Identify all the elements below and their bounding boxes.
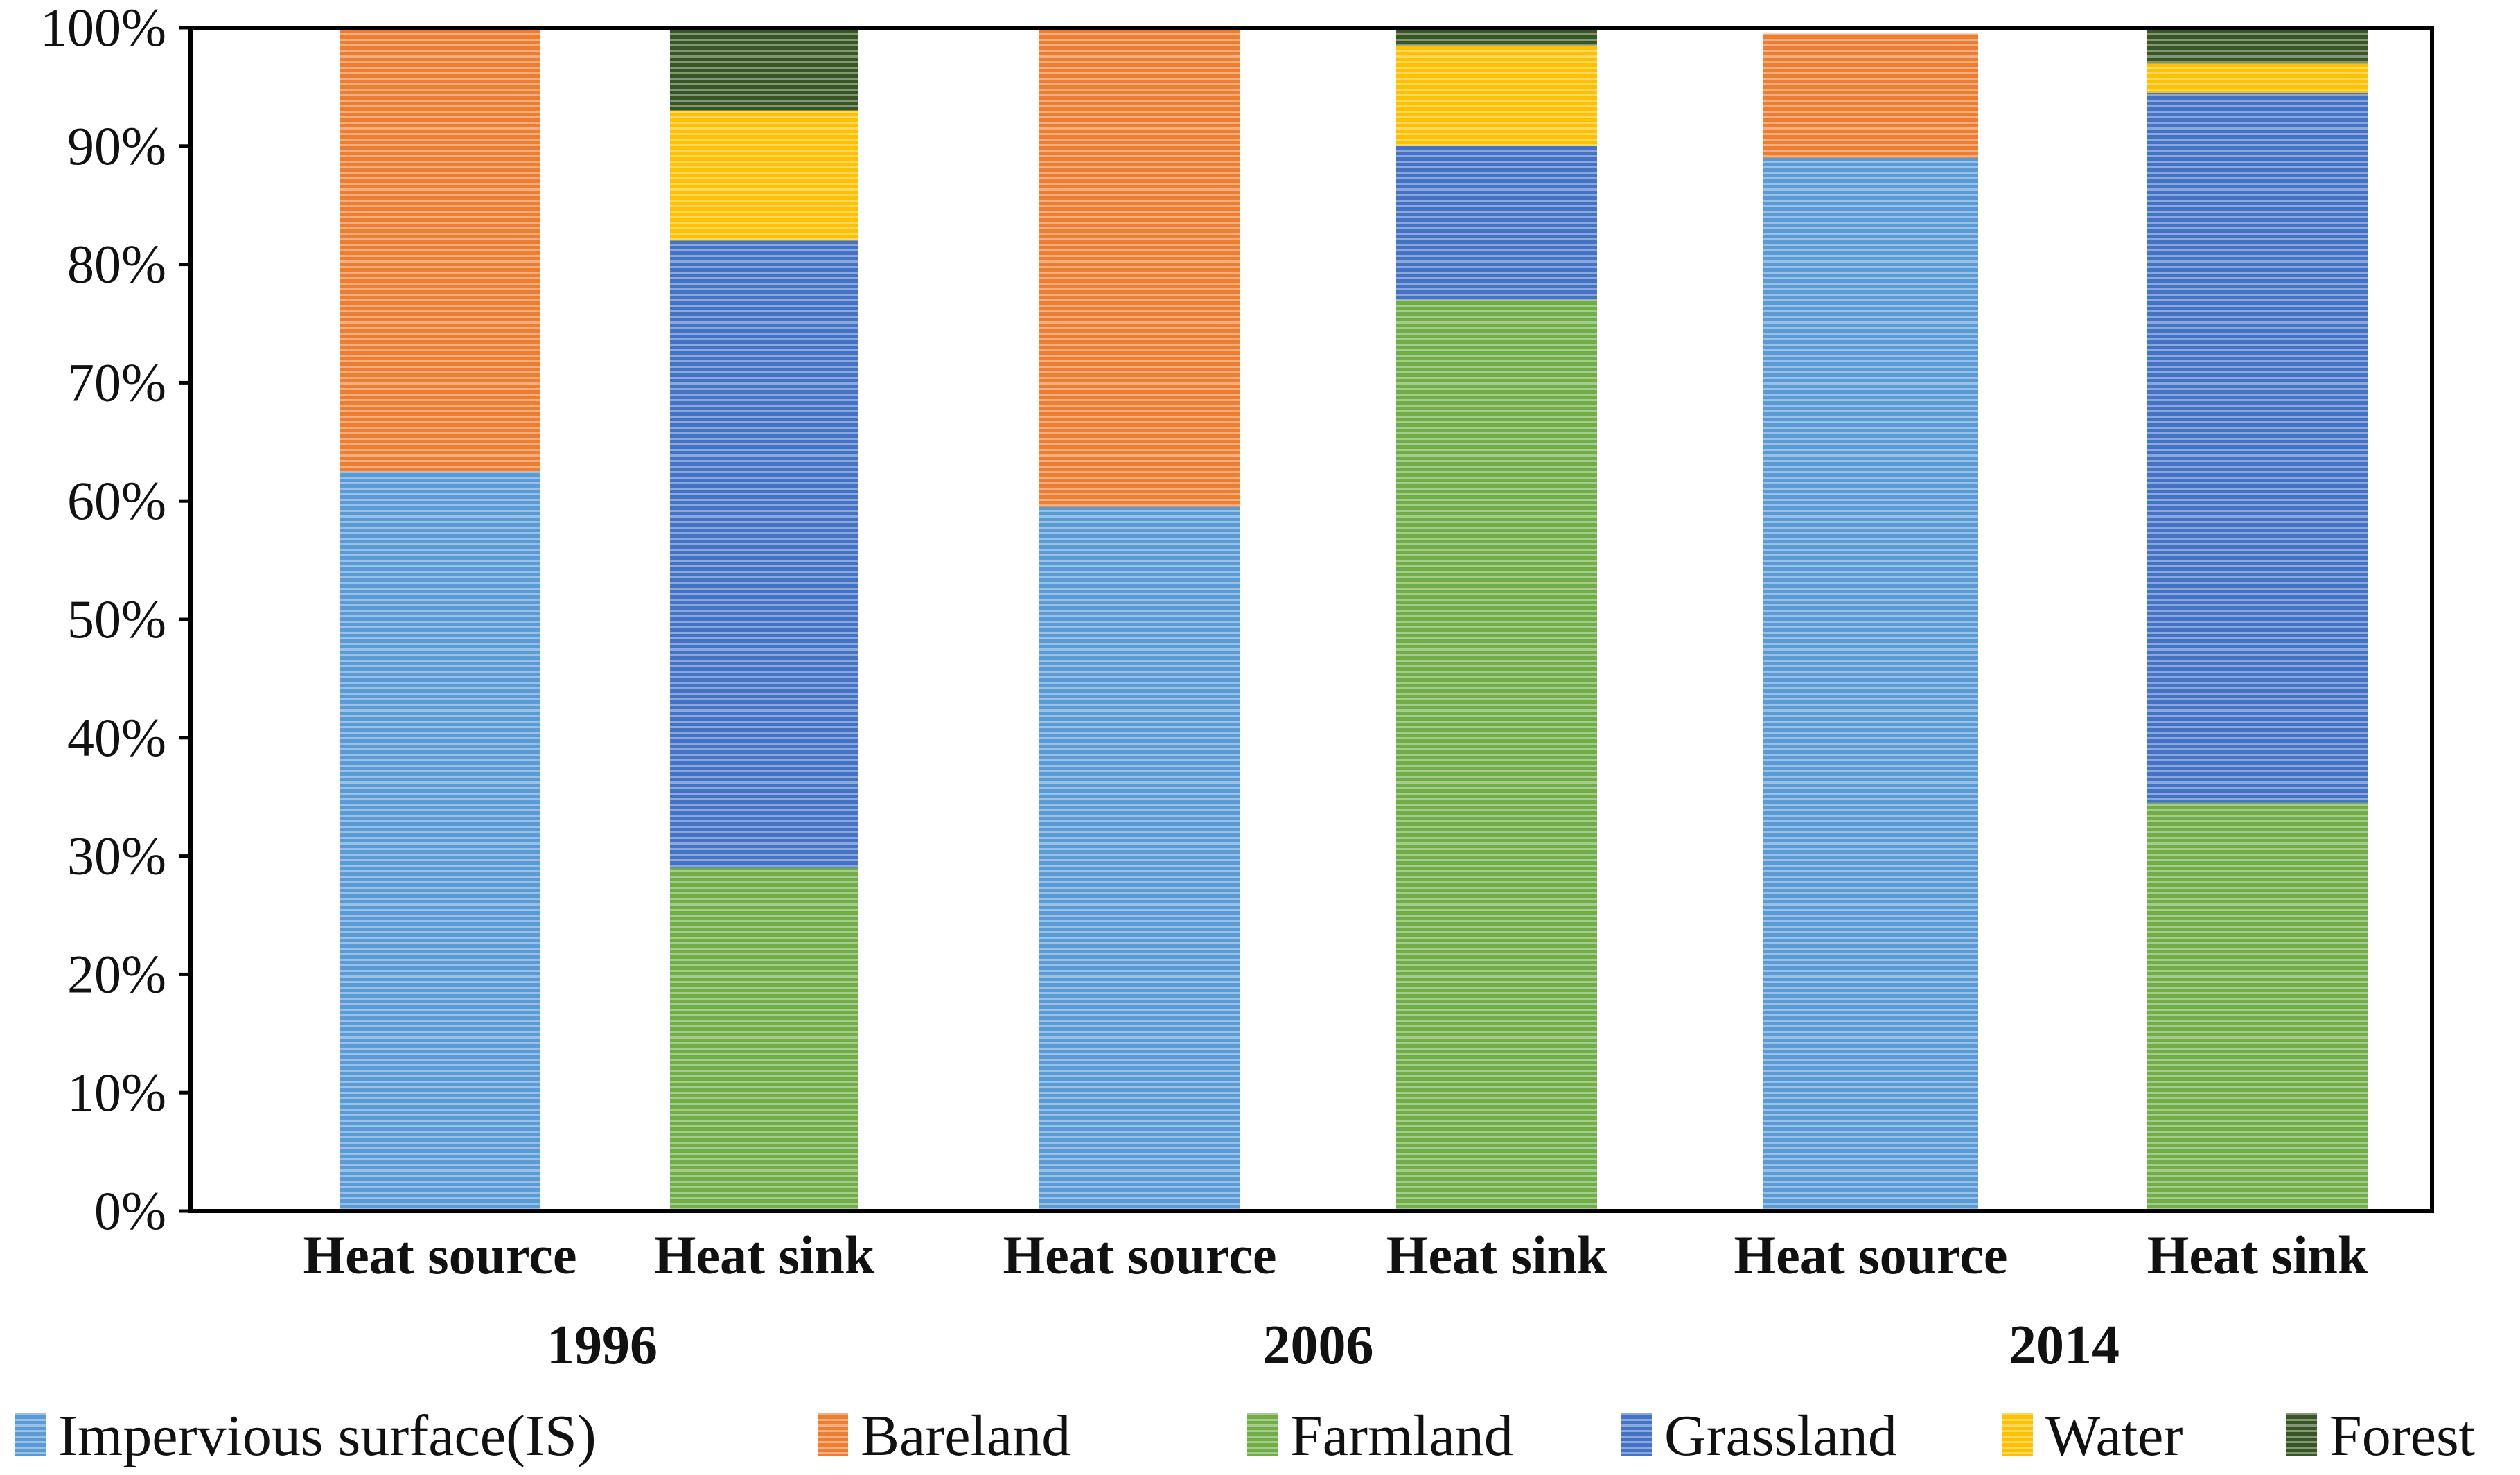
bar-segment-2006-sink-forest-texture — [1396, 28, 1597, 46]
bar-segment-2006-sink-farmland-texture — [1396, 299, 1597, 1212]
y-tick-label: 50% — [67, 589, 166, 649]
y-tick-label: 40% — [67, 707, 166, 768]
bar-segment-1996-sink-water-texture — [670, 110, 858, 241]
bar-segment-1996-source-impervious-surface-is-texture — [340, 471, 540, 1211]
bar-segment-1996-sink-grassland-texture — [670, 240, 858, 868]
category-label: Heat sink — [654, 1225, 875, 1285]
bar-segment-2014-source-impervious-surface-is-texture — [1763, 157, 1978, 1211]
bar-segment-2014-sink-grassland-texture — [2147, 92, 2368, 803]
y-tick-label: 0% — [94, 1181, 166, 1241]
legend-swatch-texture-grassland — [1621, 1413, 1652, 1456]
category-label: Heat sink — [1386, 1225, 1607, 1285]
bar-segment-2014-source-bareland-texture — [1763, 33, 1978, 158]
legend-label-forest: Forest — [2329, 1404, 2475, 1468]
category-label: Heat source — [303, 1225, 577, 1285]
legend-label-water: Water — [2045, 1404, 2183, 1468]
y-tick-label: 100% — [40, 0, 166, 58]
bar-segment-2006-source-impervious-surface-is-texture — [1039, 506, 1240, 1211]
bar-segment-2006-sink-water-texture — [1396, 45, 1597, 146]
legend-label-grassland: Grassland — [1664, 1404, 1897, 1468]
group-label-1996: 1996 — [547, 1315, 658, 1376]
legend-label-bareland: Bareland — [861, 1404, 1070, 1468]
bar-segment-1996-source-bareland-texture — [340, 28, 540, 472]
bar-segment-2006-sink-grassland-texture — [1396, 145, 1597, 300]
bar-segment-1996-sink-farmland-texture — [670, 867, 858, 1211]
legend-swatch-texture-bareland — [818, 1413, 848, 1456]
bar-segment-2006-source-bareland-texture — [1039, 28, 1240, 507]
legend-label-impervious-surface-is: Impervious surface(IS) — [58, 1404, 597, 1468]
legend-swatch-texture-forest — [2286, 1413, 2317, 1456]
y-tick-label: 90% — [67, 116, 166, 176]
y-tick-label: 20% — [67, 944, 166, 1004]
category-label: Heat sink — [2147, 1225, 2368, 1285]
legend-swatch-texture-water — [2002, 1413, 2033, 1456]
category-label: Heat source — [1734, 1225, 2008, 1285]
y-tick-label: 70% — [67, 352, 166, 412]
y-tick-label: 80% — [67, 234, 166, 294]
bar-segment-1996-sink-forest-texture — [670, 28, 858, 111]
y-tick-label: 60% — [67, 470, 166, 531]
bar-segment-2014-sink-water-texture — [2147, 63, 2368, 93]
category-label: Heat source — [1003, 1225, 1277, 1285]
legend-swatch-texture-impervious-surface-is — [15, 1413, 46, 1456]
bar-segment-2014-sink-farmland-texture — [2147, 802, 2368, 1211]
y-tick-label: 30% — [67, 826, 166, 886]
y-tick-label: 10% — [67, 1062, 166, 1122]
bar-segment-2014-sink-forest-texture — [2147, 28, 2368, 64]
group-label-2014: 2014 — [2009, 1315, 2120, 1376]
legend-label-farmland: Farmland — [1290, 1404, 1513, 1468]
legend-swatch-texture-farmland — [1247, 1413, 1278, 1456]
group-label-2006: 2006 — [1263, 1315, 1374, 1376]
